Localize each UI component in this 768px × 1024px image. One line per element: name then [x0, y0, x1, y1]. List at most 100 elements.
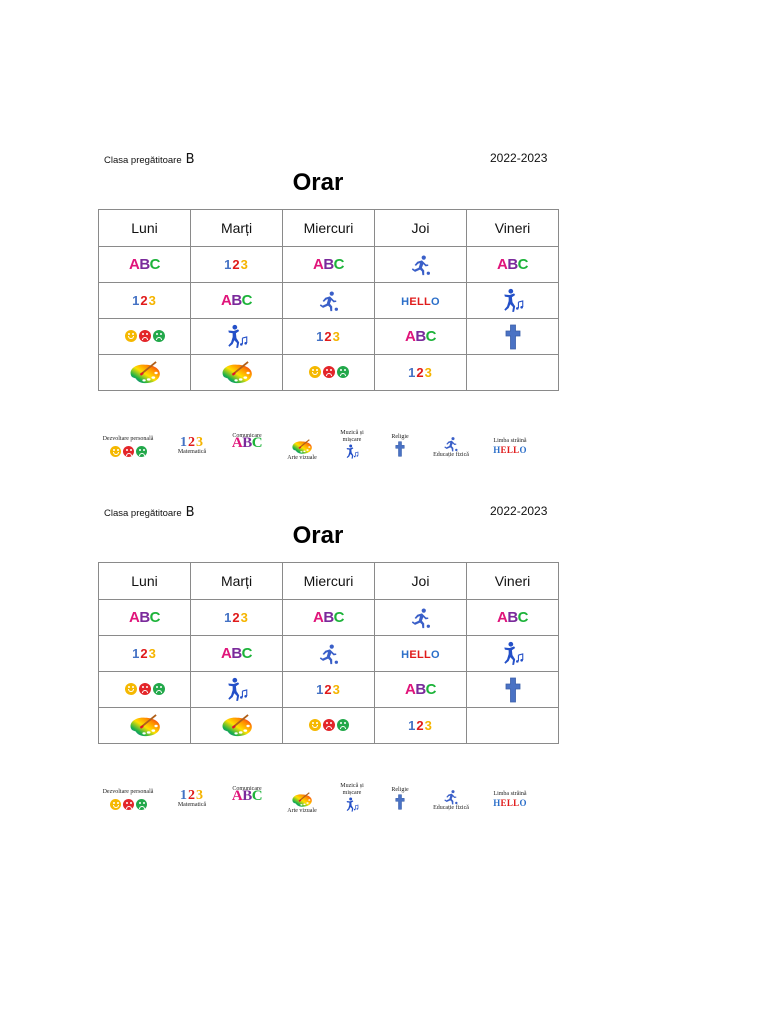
- legend-label: Limba străină: [493, 438, 527, 444]
- timetable-cell-muzica-miscare: [190, 671, 283, 708]
- timetable-cell-educatie-fizica: [374, 599, 467, 636]
- legend-arte-vizuale: Arte vizuale: [280, 792, 324, 815]
- paint-palette-icon: [220, 713, 254, 736]
- legend-limba-straina: Limba străină HELLO: [484, 438, 536, 456]
- subject-legend: Dezvoltare personală 123 Matematică Comu…: [96, 430, 536, 475]
- letters-abc-icon: ABC: [312, 608, 345, 626]
- timetable-cell-muzica-miscare: [466, 635, 559, 672]
- timetable-cell-arte-vizuale: [98, 707, 191, 744]
- numbers-123-icon: 123: [408, 364, 433, 380]
- page-title: Orar: [292, 169, 344, 196]
- timetable-row: 123: [98, 707, 559, 744]
- letters-abc-icon: ABC: [128, 608, 161, 626]
- soccer-player-icon: [318, 291, 340, 311]
- numbers-123-icon: 123: [316, 681, 341, 697]
- letters-abc-icon: ABC: [404, 680, 437, 698]
- timetable-row: 123 ABC: [98, 318, 559, 355]
- paint-palette-icon: [128, 360, 162, 383]
- dancer-music-icon: [224, 677, 250, 701]
- timetable-cell-matematica: 123: [190, 246, 283, 283]
- dancer-music-icon: [500, 641, 526, 665]
- class-label: Clasa pregătitoare B: [104, 505, 195, 520]
- numbers-123-icon: 123: [132, 645, 157, 661]
- timetable-cell-educatie-fizica: [282, 635, 375, 672]
- day-header: Joi: [374, 209, 467, 247]
- timetable: Luni Marți Miercuri Joi Vineri ABC 123 ABC…: [98, 562, 559, 744]
- legend-label: Muzică și: [340, 783, 364, 789]
- day-header: Marți: [190, 562, 283, 600]
- day-header: Marți: [190, 209, 283, 247]
- class-label: Clasa pregătitoare B: [104, 152, 195, 167]
- soccer-player-icon: [410, 608, 432, 628]
- soccer-player-icon: [318, 644, 340, 664]
- timetable-cell-empty: [466, 707, 559, 744]
- legend-limba-straina: Limba străină HELLO: [484, 791, 536, 809]
- letters-abc-icon: ABC: [220, 644, 253, 662]
- legend-label: Matematică: [177, 449, 207, 455]
- legend-label: Religie: [391, 787, 409, 793]
- numbers-123-icon: 123: [408, 717, 433, 733]
- class-letter: B: [185, 152, 195, 167]
- timetable-cell-muzica-miscare: [190, 318, 283, 355]
- timetable-cell-comunicare: ABC: [282, 599, 375, 636]
- legend-religie: Religie: [386, 787, 414, 810]
- letters-abc-icon: ABC: [496, 255, 529, 273]
- timetable-cell-educatie-fizica: [282, 282, 375, 319]
- letters-abc-icon: ABC: [312, 255, 345, 273]
- timetable-cell-dezvoltare-personala: [282, 354, 375, 391]
- legend-label: Comunicare: [232, 786, 262, 792]
- soccer-player-icon: [426, 436, 476, 452]
- timetable: Luni Marți Miercuri Joi Vineri ABC 123 ABC…: [98, 209, 559, 391]
- numbers-123-icon: 123: [316, 328, 341, 344]
- page-title: Orar: [292, 522, 344, 549]
- day-header: Joi: [374, 562, 467, 600]
- legend-label: mișcare: [342, 790, 362, 796]
- hello-text-icon: HELLO: [493, 798, 527, 808]
- paint-palette-icon: [280, 439, 324, 455]
- hello-text-icon: HELLO: [401, 648, 440, 661]
- legend-label: Comunicare: [232, 433, 262, 439]
- day-header: Vineri: [466, 562, 559, 600]
- soccer-player-icon: [426, 789, 476, 805]
- numbers-123-icon: 123: [224, 609, 249, 625]
- soccer-player-icon: [410, 255, 432, 275]
- numbers-123-icon: 123: [132, 292, 157, 308]
- timetable-cell-comunicare: ABC: [374, 318, 467, 355]
- timetable-row: ABC 123 ABC ABC: [98, 246, 559, 283]
- numbers-123-icon: 123: [224, 256, 249, 272]
- legend-muzica-miscare: Muzică și mișcare: [334, 783, 370, 813]
- timetable-cell-dezvoltare-personala: [282, 707, 375, 744]
- letters-abc-icon: ABC: [404, 327, 437, 345]
- timetable-cell-dezvoltare-personala: [98, 318, 191, 355]
- legend-label: mișcare: [342, 437, 362, 443]
- legend-arte-vizuale: Arte vizuale: [280, 439, 324, 462]
- emotion-faces-icon: [124, 328, 165, 345]
- legend-educatie-fizica: Educație fizică: [426, 436, 476, 459]
- numbers-123-icon: 123: [180, 788, 204, 803]
- timetable-cell-comunicare: ABC: [466, 599, 559, 636]
- legend-label: Dezvoltare personală: [102, 789, 154, 795]
- timetable-cell-empty: [466, 354, 559, 391]
- letters-abc-icon: ABC: [220, 291, 253, 309]
- emotion-faces-icon: [308, 364, 349, 381]
- timetable-cell-matematica: 123: [282, 671, 375, 708]
- emotion-faces-icon: [96, 446, 160, 457]
- timetable-cell-comunicare: ABC: [282, 246, 375, 283]
- cross-icon: [505, 324, 521, 349]
- cross-icon: [505, 677, 521, 702]
- legend-label: Dezvoltare personală: [102, 436, 154, 442]
- letters-abc-icon: ABC: [128, 255, 161, 273]
- day-header-row: Luni Marți Miercuri Joi Vineri: [98, 209, 559, 247]
- timetable-cell-religie: [466, 318, 559, 355]
- legend-label: Religie: [391, 434, 409, 440]
- timetable-cell-matematica: 123: [282, 318, 375, 355]
- letters-abc-icon: ABC: [231, 435, 263, 451]
- day-header: Luni: [98, 562, 191, 600]
- dancer-music-icon: [500, 288, 526, 312]
- legend-label: Arte vizuale: [287, 455, 317, 461]
- legend-comunicare: Comunicare ABC: [226, 786, 268, 804]
- legend-educatie-fizica: Educație fizică: [426, 789, 476, 812]
- timetable-row: ABC 123 ABC ABC: [98, 599, 559, 636]
- legend-label: Educație fizică: [433, 805, 469, 811]
- day-header: Vineri: [466, 209, 559, 247]
